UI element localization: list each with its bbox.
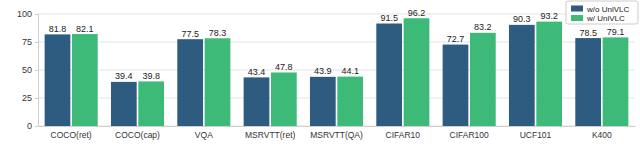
x-tick-label: MSRVTT(ret) xyxy=(245,130,296,140)
bar xyxy=(271,72,297,126)
y-tick-mark xyxy=(35,42,38,43)
y-tick-mark xyxy=(35,70,38,71)
data-label: 44.1 xyxy=(341,66,359,76)
data-label: 90.3 xyxy=(513,14,531,24)
legend: w/o UniVLCw/ UniVLC xyxy=(566,1,638,24)
bars xyxy=(45,18,629,126)
y-tick-mark xyxy=(35,126,38,127)
bar xyxy=(443,45,469,126)
legend-item: w/ UniVLC xyxy=(571,14,625,23)
bar xyxy=(310,77,336,126)
bar xyxy=(337,77,363,126)
x-tick-label: VQA xyxy=(195,130,213,140)
x-axis-line xyxy=(39,126,636,127)
legend-swatch xyxy=(571,15,583,21)
data-labels: 81.8 39.4 77.5 43.4 43.9 91.5 72.7 90.3 78.5 82.1… xyxy=(49,8,625,82)
x-tick: VQA xyxy=(195,126,213,140)
data-label: 96.2 xyxy=(408,8,426,18)
data-label: 77.5 xyxy=(181,29,199,39)
data-label: 78.3 xyxy=(209,28,227,38)
x-tick-label: MSRVTT(QA) xyxy=(310,130,363,140)
data-label: 78.5 xyxy=(579,28,597,38)
x-axis: COCO(ret) COCO(cap) VQA MSRVTT(ret) MSRVTT(Q… xyxy=(39,126,636,140)
y-tick: 75 xyxy=(22,37,38,47)
legend-label: w/ UniVLC xyxy=(586,14,625,23)
bar xyxy=(509,25,535,126)
bar xyxy=(470,33,496,126)
x-tick: COCO(ret) xyxy=(51,126,92,140)
x-tick-label: COCO(cap) xyxy=(115,130,160,140)
bar xyxy=(603,37,629,126)
y-tick: 25 xyxy=(22,93,38,103)
grid xyxy=(38,14,635,126)
y-axis-line xyxy=(35,15,39,127)
x-tick: COCO(cap) xyxy=(115,126,160,140)
y-tick-label: 100 xyxy=(17,9,32,19)
y-tick-mark xyxy=(35,98,38,99)
legend-item: w/o UniVLC xyxy=(571,5,629,14)
data-label: 82.1 xyxy=(76,24,94,34)
data-label: 83.2 xyxy=(474,22,492,32)
x-tick: MSRVTT(ret) xyxy=(245,126,296,140)
bar xyxy=(404,18,430,126)
data-label: 39.4 xyxy=(115,71,133,81)
x-tick: UCF101 xyxy=(520,126,552,140)
chart: 0 25 50 75 100 COCO(ret) COCO(cap) VQA MSRVTT(re… xyxy=(0,0,640,155)
y-tick-label: 25 xyxy=(22,93,32,103)
data-label: 93.2 xyxy=(540,11,558,21)
data-label: 91.5 xyxy=(380,13,398,23)
data-label: 43.9 xyxy=(314,66,332,76)
y-tick: 0 xyxy=(27,121,38,131)
y-axis: 0 25 50 75 100 xyxy=(17,9,39,131)
bar xyxy=(72,34,98,126)
data-label: 39.8 xyxy=(142,71,160,81)
bar xyxy=(111,82,137,126)
x-tick: CIFAR100 xyxy=(450,126,489,140)
y-tick: 50 xyxy=(22,65,38,75)
bar xyxy=(244,77,270,126)
bar xyxy=(138,81,164,126)
x-tick: CIFAR10 xyxy=(386,126,421,140)
data-label: 43.4 xyxy=(248,67,266,77)
y-tick-label: 0 xyxy=(27,121,32,131)
y-tick-label: 75 xyxy=(22,37,32,47)
x-tick-label: COCO(ret) xyxy=(51,130,92,140)
x-tick: MSRVTT(QA) xyxy=(310,126,363,140)
plot: 0 25 50 75 100 COCO(ret) COCO(cap) VQA MSRVTT(re… xyxy=(17,8,636,140)
legend-box xyxy=(566,1,638,24)
x-tick-label: UCF101 xyxy=(520,130,552,140)
data-label: 72.7 xyxy=(447,34,465,44)
bar xyxy=(205,38,231,126)
legend-label: w/o UniVLC xyxy=(586,5,629,14)
bar xyxy=(45,34,71,126)
y-tick: 100 xyxy=(17,9,38,19)
x-tick-label: CIFAR100 xyxy=(450,130,489,140)
bar xyxy=(376,24,402,126)
bar xyxy=(536,22,562,126)
data-label: 47.8 xyxy=(275,62,293,72)
legend-swatch xyxy=(571,6,583,12)
data-label: 79.1 xyxy=(607,27,625,37)
x-tick-label: K400 xyxy=(592,130,612,140)
bar xyxy=(575,38,601,126)
bar xyxy=(177,39,203,126)
y-tick-mark xyxy=(35,14,38,15)
data-label: 81.8 xyxy=(49,24,67,34)
y-tick-label: 50 xyxy=(22,65,32,75)
x-tick: K400 xyxy=(592,126,612,140)
x-tick-label: CIFAR10 xyxy=(386,130,421,140)
